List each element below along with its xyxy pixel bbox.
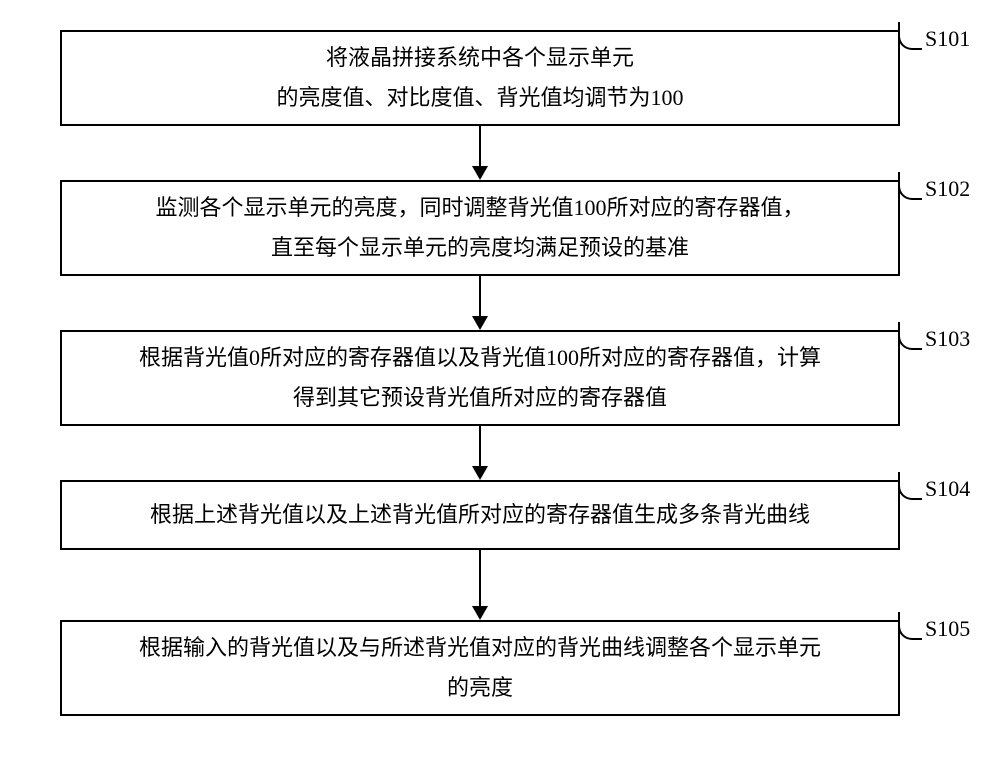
- arrow-line-S104: [479, 550, 481, 606]
- step-label-S102: S102: [925, 176, 970, 202]
- flowchart-canvas: 将液晶拼接系统中各个显示单元的亮度值、对比度值、背光值均调节为100 S101 监测…: [0, 0, 1000, 766]
- step-box-S103: 根据背光值0所对应的寄存器值以及背光值100所对应的寄存器值，计算得到其它预设背…: [60, 330, 900, 426]
- step-box-S105: 根据输入的背光值以及与所述背光值对应的背光曲线调整各个显示单元的亮度: [60, 620, 900, 716]
- arrow-head-S103: [472, 466, 488, 480]
- arrow-line-S103: [479, 426, 481, 466]
- arrow-head-S104: [472, 606, 488, 620]
- corner-tick-S104: [898, 472, 922, 500]
- corner-tick-S105: [898, 612, 922, 640]
- step-text-S101: 将液晶拼接系统中各个显示单元的亮度值、对比度值、背光值均调节为100: [276, 38, 683, 117]
- step-box-S102: 监测各个显示单元的亮度，同时调整背光值100所对应的寄存器值，直至每个显示单元的…: [60, 180, 900, 276]
- step-text-S105: 根据输入的背光值以及与所述背光值对应的背光曲线调整各个显示单元的亮度: [139, 628, 821, 707]
- step-box-S101: 将液晶拼接系统中各个显示单元的亮度值、对比度值、背光值均调节为100: [60, 30, 900, 126]
- step-label-S101: S101: [925, 26, 970, 52]
- step-label-S105: S105: [925, 616, 970, 642]
- corner-tick-S101: [898, 22, 922, 50]
- step-text-S102: 监测各个显示单元的亮度，同时调整背光值100所对应的寄存器值，直至每个显示单元的…: [155, 188, 804, 267]
- arrow-head-S101: [472, 166, 488, 180]
- corner-tick-S103: [898, 322, 922, 350]
- step-text-S103: 根据背光值0所对应的寄存器值以及背光值100所对应的寄存器值，计算得到其它预设背…: [139, 338, 821, 417]
- step-label-S103: S103: [925, 326, 970, 352]
- step-box-S104: 根据上述背光值以及上述背光值所对应的寄存器值生成多条背光曲线: [60, 480, 900, 550]
- step-text-S104: 根据上述背光值以及上述背光值所对应的寄存器值生成多条背光曲线: [150, 495, 810, 535]
- corner-tick-S102: [898, 172, 922, 200]
- arrow-line-S101: [479, 126, 481, 166]
- step-label-S104: S104: [925, 476, 970, 502]
- arrow-head-S102: [472, 316, 488, 330]
- arrow-line-S102: [479, 276, 481, 316]
